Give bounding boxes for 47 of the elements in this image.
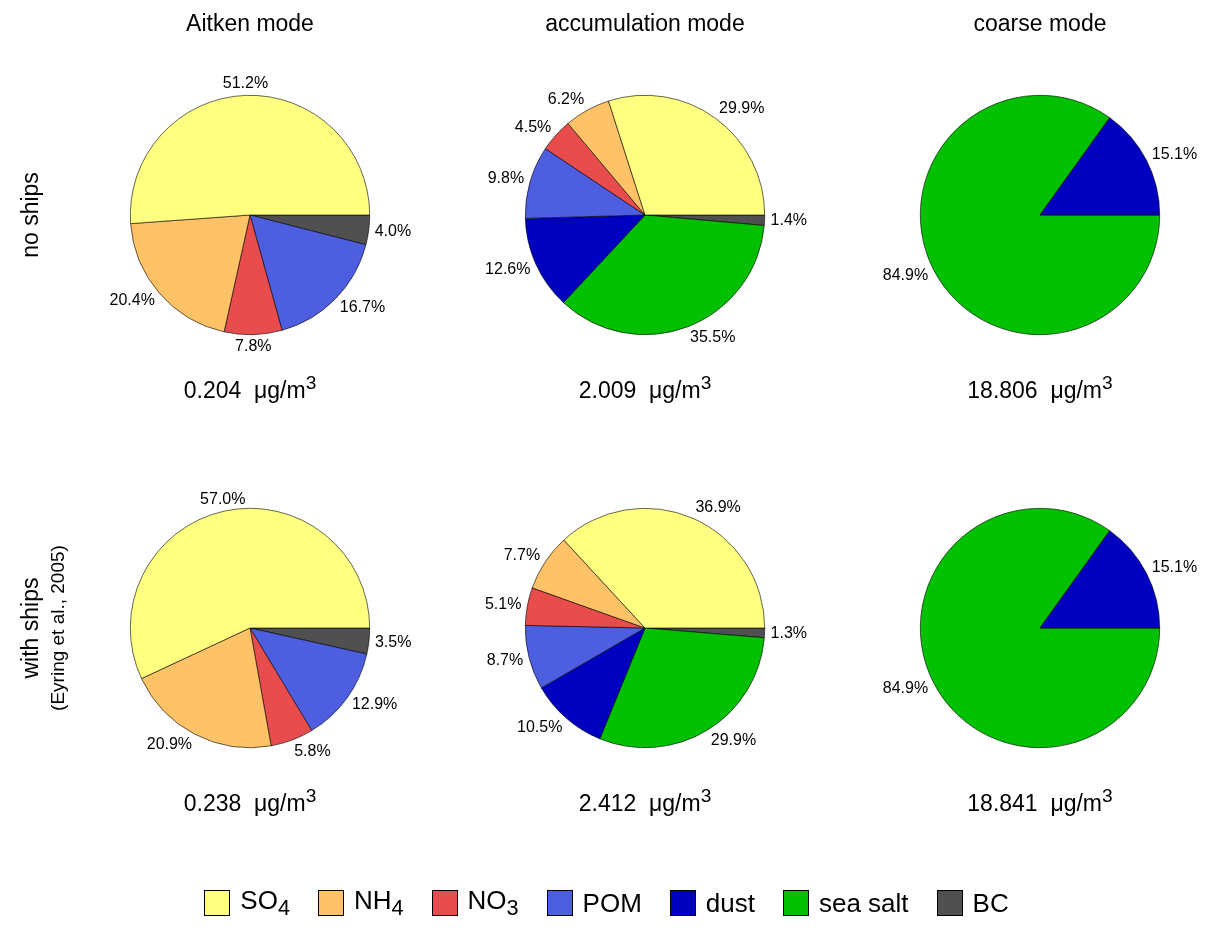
data-label: 35.5% — [690, 328, 736, 346]
chart-title: coarse mode — [972, 10, 1108, 37]
text: 18.806 μg/m$^{3}$ — [966, 372, 1114, 404]
data-label: 5.1% — [484, 594, 522, 612]
legend-label: NO$_{3}$ — [467, 885, 519, 922]
data-label: 8.7% — [486, 651, 524, 669]
data-label: 84.9% — [882, 265, 929, 283]
text: 2.009 μg/m$^{3}$ — [577, 372, 713, 404]
data-label: 16.7% — [339, 297, 386, 315]
legend-label: dust — [705, 887, 755, 919]
data-label: 1.4% — [770, 211, 808, 229]
data-label: 7.7% — [503, 545, 541, 563]
data-label: 5.8% — [294, 741, 331, 759]
data-label: 51.2% — [222, 73, 269, 91]
text: 0.204 μg/m$^{3}$ — [182, 372, 318, 404]
text: with ships — [16, 577, 44, 679]
data-label: 12.9% — [351, 695, 398, 713]
legend-label: SO$_{4}$ — [240, 885, 290, 922]
text: 0.238 μg/m$^{3}$ — [182, 785, 318, 817]
legend-label: NH$_{4}$ — [353, 885, 404, 922]
data-label: 4.0% — [374, 221, 412, 239]
text: (Eyring et al., 2005) — [47, 545, 69, 711]
legend-label: BC — [972, 887, 1009, 919]
legend-label: POM — [582, 887, 642, 919]
data-label: 7.8% — [235, 337, 272, 355]
data-label: 20.4% — [109, 291, 155, 309]
data-label: 9.8% — [487, 169, 525, 187]
data-label: 57.0% — [200, 489, 246, 507]
legend-label: sea salt — [818, 887, 909, 919]
data-label: 36.9% — [695, 497, 741, 515]
data-label: 15.1% — [1151, 145, 1198, 163]
data-label: 6.2% — [547, 90, 585, 108]
data-label: 29.9% — [719, 99, 765, 117]
data-label: 20.9% — [146, 735, 193, 753]
data-label: 12.6% — [485, 259, 531, 277]
data-label: 15.1% — [1151, 558, 1198, 576]
data-label: 29.9% — [710, 730, 757, 748]
data-label: 4.5% — [514, 117, 552, 135]
data-label: 1.3% — [770, 623, 808, 641]
text: 18.841 μg/m$^{3}$ — [966, 785, 1114, 817]
data-label: 10.5% — [517, 717, 563, 735]
data-label: 84.9% — [882, 678, 929, 696]
chart-title: accumulation mode — [544, 10, 746, 37]
data-label: 3.5% — [374, 632, 412, 650]
text: no ships — [16, 172, 44, 258]
chart-title: Aitken mode — [185, 10, 315, 37]
text: 2.412 μg/m$^{3}$ — [577, 785, 713, 817]
